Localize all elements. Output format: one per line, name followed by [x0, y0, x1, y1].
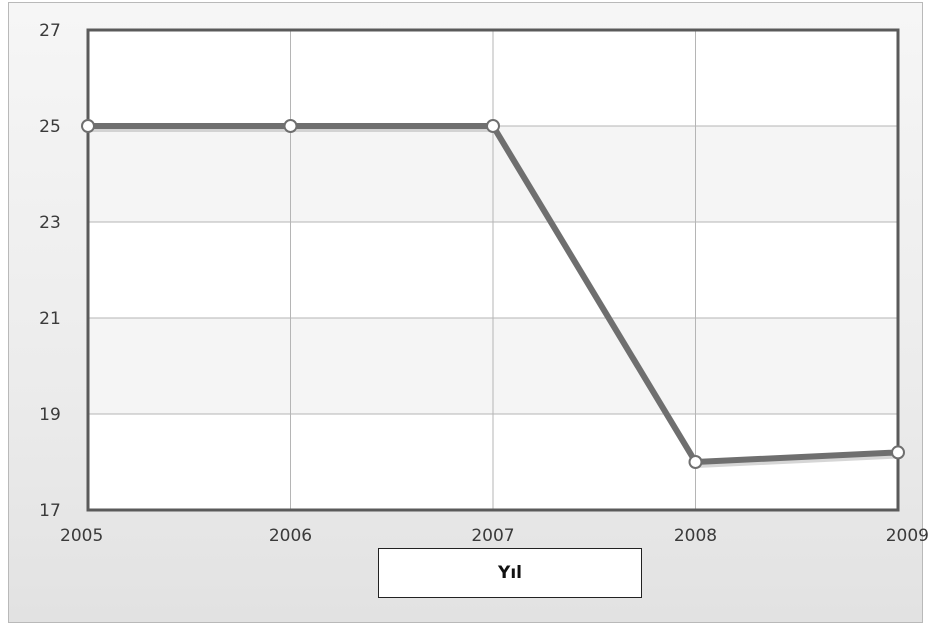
x-tick-label: 2008: [674, 526, 717, 546]
data-point-marker: [486, 119, 500, 133]
y-tick-label: 25: [39, 117, 61, 137]
plot-area-border: [86, 28, 900, 512]
y-tick-label: 23: [39, 213, 61, 233]
data-point-marker: [283, 119, 298, 133]
y-tick-label: 27: [39, 21, 61, 41]
x-tick-label: 2006: [269, 526, 312, 546]
data-point-marker: [891, 445, 905, 460]
x-axis-title-text: Yıl: [498, 563, 522, 583]
x-tick-label: 2009: [886, 526, 929, 546]
data-point-marker: [81, 119, 95, 133]
x-tick-label: 2007: [471, 526, 514, 546]
x-tick-label: 2005: [60, 526, 103, 546]
x-axis-title: Yıl: [378, 548, 642, 598]
y-tick-label: 21: [39, 309, 61, 329]
y-tick-label: 19: [39, 405, 61, 425]
y-tick-label: 17: [39, 501, 61, 521]
data-point-marker: [688, 455, 703, 469]
